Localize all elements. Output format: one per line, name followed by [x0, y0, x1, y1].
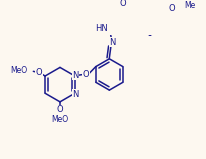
Text: O: O — [57, 105, 63, 114]
Text: O: O — [35, 68, 42, 77]
Text: O: O — [119, 0, 126, 8]
Text: Me: Me — [184, 1, 195, 10]
Text: N: N — [73, 90, 79, 99]
Text: O: O — [168, 4, 175, 13]
Text: HN: HN — [95, 24, 108, 33]
Text: N: N — [109, 38, 116, 47]
Text: O: O — [83, 70, 89, 79]
Text: MeO: MeO — [52, 115, 69, 124]
Text: N: N — [73, 71, 79, 80]
Text: MeO: MeO — [11, 66, 28, 75]
